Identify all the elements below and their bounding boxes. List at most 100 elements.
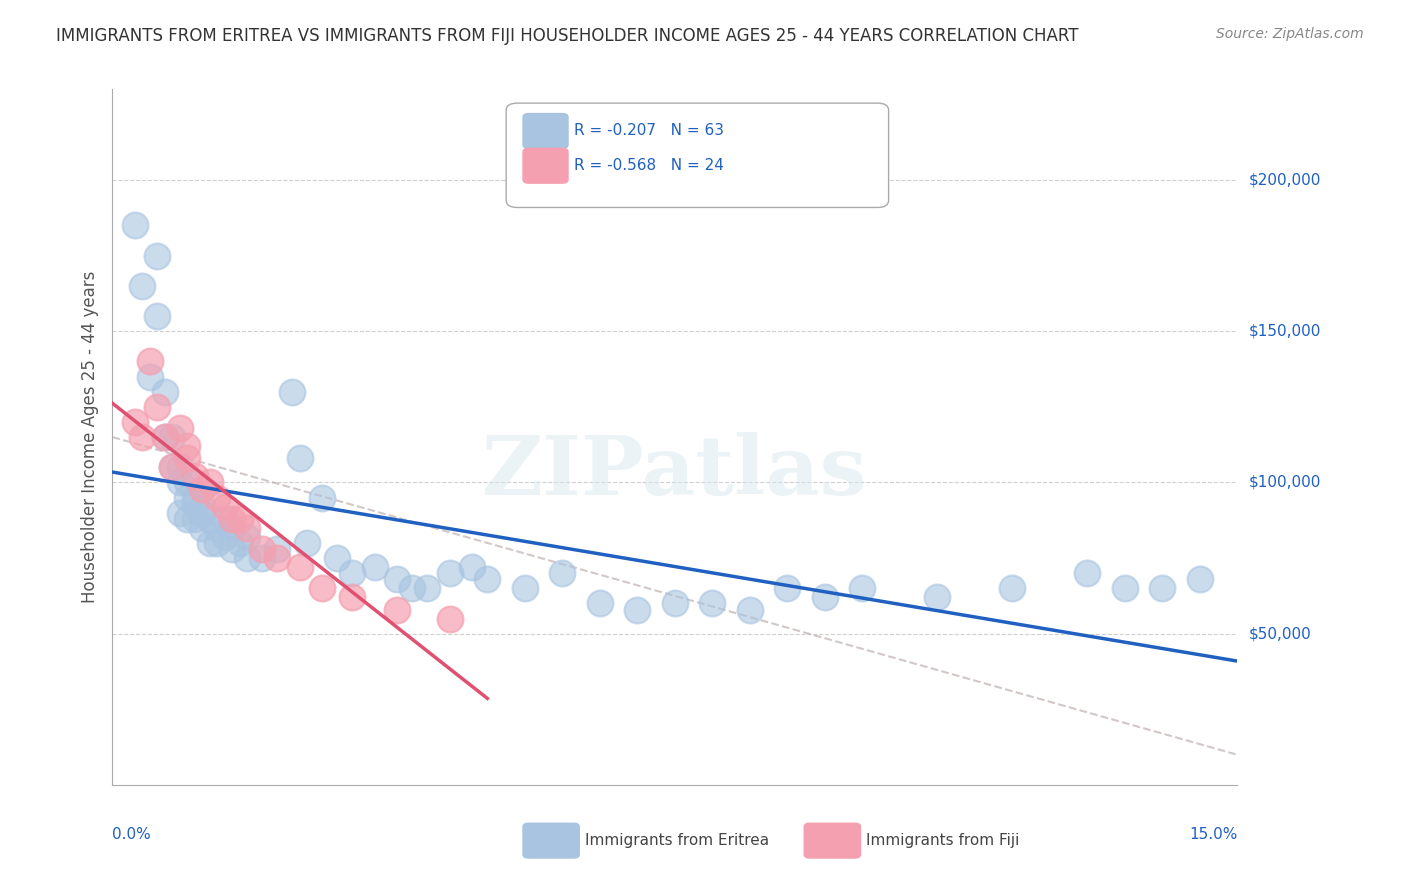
Point — [153, 430, 176, 444]
Point — [461, 560, 484, 574]
Y-axis label: Householder Income Ages 25 - 44 years: Householder Income Ages 25 - 44 years — [80, 271, 98, 603]
Point — [169, 506, 191, 520]
Point — [221, 541, 243, 556]
Point — [191, 500, 214, 514]
Point — [236, 521, 259, 535]
Point — [191, 482, 214, 496]
Point — [387, 602, 409, 616]
Point — [198, 512, 221, 526]
Point — [236, 530, 259, 544]
Point — [387, 572, 409, 586]
Point — [191, 521, 214, 535]
Text: $100,000: $100,000 — [1249, 475, 1320, 490]
Text: Immigrants from Eritrea: Immigrants from Eritrea — [585, 833, 769, 848]
Point — [814, 591, 837, 605]
Point — [551, 566, 574, 581]
Point — [214, 530, 236, 544]
Point — [207, 521, 229, 535]
FancyBboxPatch shape — [506, 103, 889, 208]
Point — [176, 439, 198, 453]
Point — [311, 491, 333, 505]
Point — [589, 597, 612, 611]
Point — [297, 536, 319, 550]
Point — [207, 536, 229, 550]
Point — [146, 309, 169, 323]
Point — [927, 591, 949, 605]
Point — [131, 430, 153, 444]
Point — [342, 591, 364, 605]
Point — [1114, 582, 1136, 596]
Point — [626, 602, 648, 616]
Point — [169, 421, 191, 435]
Text: 15.0%: 15.0% — [1189, 827, 1237, 842]
Text: R = -0.207   N = 63: R = -0.207 N = 63 — [574, 123, 724, 138]
Point — [153, 430, 176, 444]
Point — [236, 551, 259, 566]
Point — [266, 551, 288, 566]
Point — [184, 491, 207, 505]
Point — [124, 219, 146, 233]
Point — [169, 460, 191, 475]
FancyBboxPatch shape — [523, 148, 568, 183]
Point — [207, 491, 229, 505]
Point — [162, 430, 184, 444]
Text: 0.0%: 0.0% — [112, 827, 152, 842]
Text: IMMIGRANTS FROM ERITREA VS IMMIGRANTS FROM FIJI HOUSEHOLDER INCOME AGES 25 - 44 : IMMIGRANTS FROM ERITREA VS IMMIGRANTS FR… — [56, 27, 1078, 45]
FancyBboxPatch shape — [523, 823, 579, 858]
Point — [146, 400, 169, 414]
Point — [288, 560, 311, 574]
Point — [252, 551, 274, 566]
Point — [252, 541, 274, 556]
Point — [738, 602, 761, 616]
Point — [131, 278, 153, 293]
Point — [221, 521, 243, 535]
Point — [198, 536, 221, 550]
Point — [1188, 572, 1211, 586]
Text: ZIPatlas: ZIPatlas — [482, 432, 868, 512]
Point — [342, 566, 364, 581]
Point — [184, 469, 207, 483]
Point — [229, 512, 252, 526]
Point — [198, 475, 221, 490]
Point — [124, 415, 146, 429]
Point — [184, 497, 207, 511]
Point — [176, 491, 198, 505]
Point — [326, 551, 349, 566]
Text: Immigrants from Fiji: Immigrants from Fiji — [866, 833, 1019, 848]
Text: Source: ZipAtlas.com: Source: ZipAtlas.com — [1216, 27, 1364, 41]
Point — [266, 541, 288, 556]
Point — [281, 384, 304, 399]
Point — [191, 506, 214, 520]
Point — [1076, 566, 1098, 581]
Point — [221, 512, 243, 526]
Point — [439, 566, 461, 581]
Point — [184, 512, 207, 526]
Point — [176, 512, 198, 526]
Point — [1001, 582, 1024, 596]
Point — [229, 536, 252, 550]
Point — [153, 384, 176, 399]
Text: $50,000: $50,000 — [1249, 626, 1312, 641]
Point — [214, 500, 236, 514]
Point — [162, 460, 184, 475]
Point — [214, 512, 236, 526]
Point — [439, 611, 461, 625]
FancyBboxPatch shape — [523, 113, 568, 148]
FancyBboxPatch shape — [804, 823, 860, 858]
Point — [288, 451, 311, 466]
Point — [176, 475, 198, 490]
Point — [1152, 582, 1174, 596]
Point — [401, 582, 423, 596]
Point — [416, 582, 439, 596]
Point — [513, 582, 536, 596]
Point — [702, 597, 724, 611]
Point — [139, 369, 162, 384]
Point — [776, 582, 799, 596]
Point — [139, 354, 162, 368]
Point — [477, 572, 499, 586]
Point — [169, 475, 191, 490]
Point — [311, 582, 333, 596]
Point — [162, 460, 184, 475]
Text: $200,000: $200,000 — [1249, 172, 1320, 187]
Point — [851, 582, 873, 596]
